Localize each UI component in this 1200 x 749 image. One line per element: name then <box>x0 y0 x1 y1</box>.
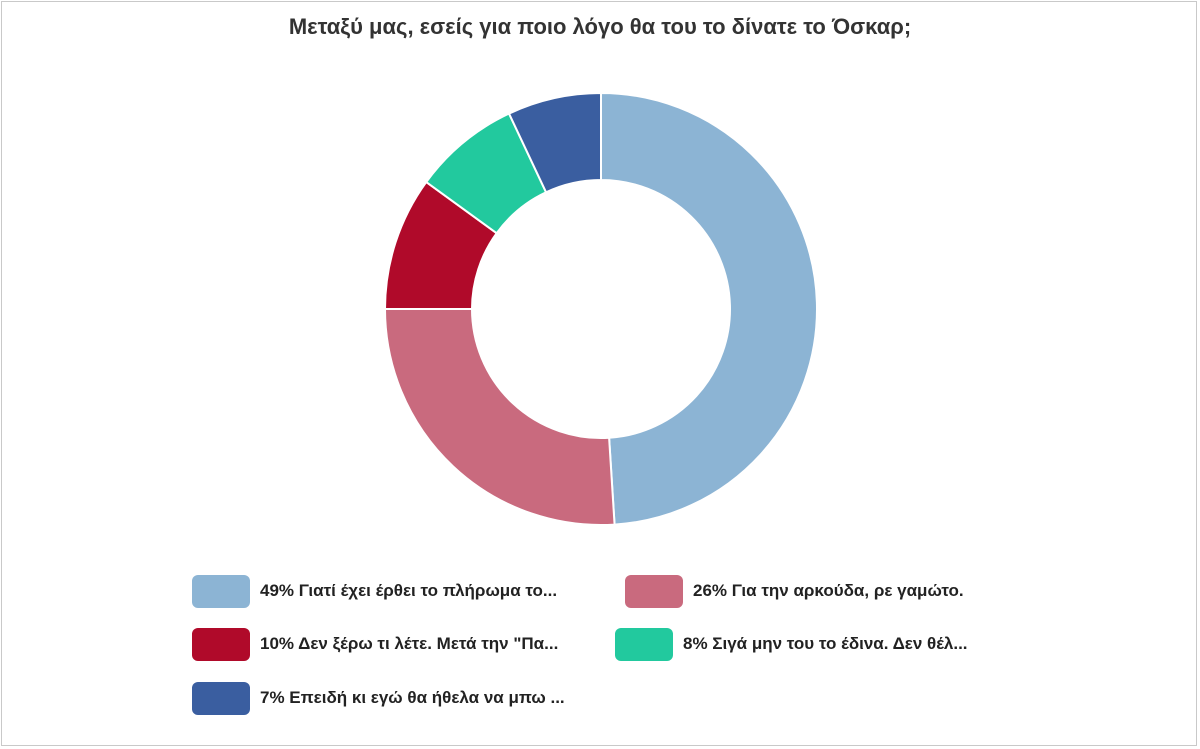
legend-swatch-5 <box>192 681 250 715</box>
legend-item-1[interactable]: 49% Γιατί έχει έρθει το πλήρωμα το... <box>192 574 557 608</box>
legend-item-2[interactable]: 26% Για την αρκούδα, ρε γαμώτο. <box>625 574 964 608</box>
legend-swatch-4 <box>615 627 673 661</box>
legend-item-4[interactable]: 8% Σιγά μην του το έδινα. Δεν θέλ... <box>615 627 968 661</box>
legend-label-2: 26% Για την αρκούδα, ρε γαμώτο. <box>693 581 964 600</box>
legend-item-5[interactable]: 7% Επειδή κι εγώ θα ήθελα να μπω ... <box>192 681 565 715</box>
legend-label-5: 7% Επειδή κι εγώ θα ήθελα να μπω ... <box>260 688 565 707</box>
chart-title: Μεταξύ μας, εσείς για ποιο λόγο θα του τ… <box>288 14 912 39</box>
donut-slice-2[interactable] <box>383 308 616 526</box>
legend-item-3[interactable]: 10% Δεν ξέρω τι λέτε. Μετά την "Πα... <box>192 627 558 661</box>
donut-slice-5[interactable] <box>507 91 602 194</box>
legend-swatch-3 <box>192 627 250 661</box>
legend-label-1: 49% Γιατί έχει έρθει το πλήρωμα το... <box>260 581 558 600</box>
legend-label-4: 8% Σιγά μην του το έδινα. Δεν θέλ... <box>683 634 968 653</box>
legend-swatch-1 <box>192 574 250 608</box>
legend-label-3: 10% Δεν ξέρω τι λέτε. Μετά την "Πα... <box>260 634 559 653</box>
legend-swatch-2 <box>625 574 683 608</box>
donut-slice-1[interactable] <box>600 91 819 526</box>
